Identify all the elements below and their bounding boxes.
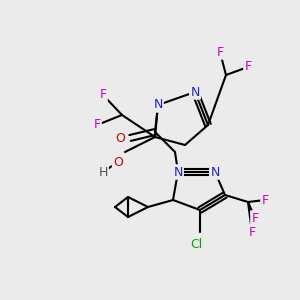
Text: F: F <box>248 226 256 238</box>
Text: O: O <box>115 131 125 145</box>
Text: N: N <box>153 98 163 112</box>
Text: F: F <box>261 194 268 206</box>
Text: F: F <box>251 212 259 224</box>
Text: N: N <box>173 166 183 178</box>
Text: F: F <box>99 88 106 101</box>
Text: H: H <box>98 166 108 178</box>
Text: F: F <box>244 61 252 74</box>
Text: N: N <box>210 166 220 178</box>
Text: N: N <box>190 85 200 98</box>
Text: F: F <box>216 46 224 59</box>
Text: O: O <box>113 155 123 169</box>
Text: Cl: Cl <box>190 238 202 251</box>
Text: F: F <box>93 118 100 131</box>
